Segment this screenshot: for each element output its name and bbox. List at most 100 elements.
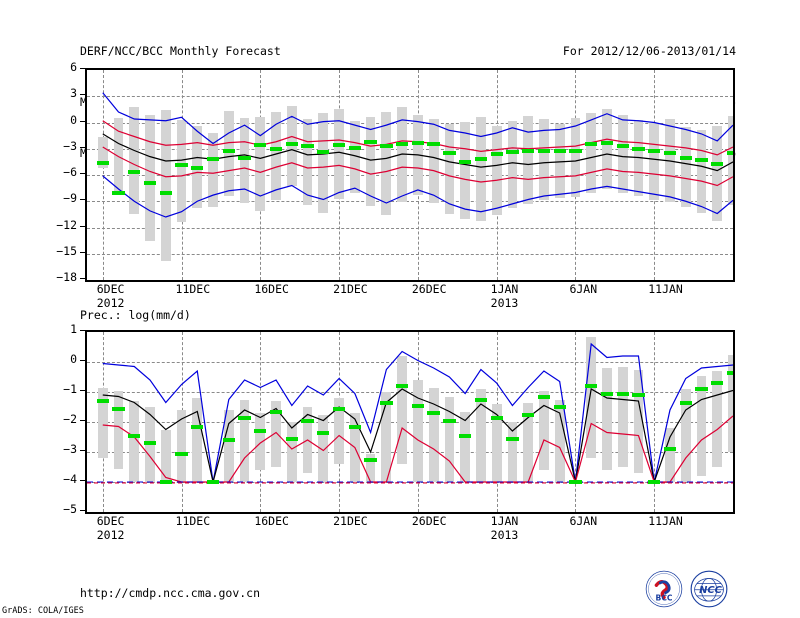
ensemble-spread-bar	[554, 124, 565, 198]
ensemble-spread-bar	[412, 380, 423, 482]
ensemble-spread-bar	[145, 114, 155, 241]
gridline-horizontal	[87, 201, 733, 203]
ncc-logo: NCC	[690, 570, 728, 608]
ensemble-spread-bar	[97, 136, 108, 168]
median-mark	[191, 166, 204, 170]
ensemble-spread-bar	[318, 112, 329, 213]
ensemble-spread-bar	[476, 117, 486, 222]
median-mark	[254, 429, 267, 433]
median-mark	[569, 149, 582, 154]
median-mark	[648, 149, 661, 154]
ensemble-spread-bar	[428, 387, 439, 482]
x-tick-date: 21DEC	[333, 514, 368, 528]
y-axis-tick-mark	[80, 420, 85, 421]
y-axis-tick-label: −3	[63, 442, 77, 456]
median-mark	[616, 391, 629, 396]
median-mark	[128, 433, 141, 438]
median-mark	[285, 142, 298, 147]
median-mark	[206, 157, 220, 162]
y-axis-tick-label: 1	[70, 322, 77, 336]
median-mark	[569, 480, 582, 484]
x-tick-date: 11JAN	[648, 514, 683, 528]
x-tick-date: 16DEC	[254, 282, 289, 296]
median-mark	[726, 151, 733, 156]
ensemble-spread-bar	[381, 392, 392, 482]
x-axis-tick-label: 6DEC 2012	[97, 282, 125, 310]
median-mark	[459, 159, 472, 164]
ensemble-spread-bar	[649, 123, 660, 200]
median-mark	[317, 430, 330, 435]
report-title: DERF/NCC/BCC Monthly Forecast	[80, 44, 281, 58]
ensemble-spread-bar	[696, 130, 707, 213]
ensemble-spread-bar	[586, 112, 597, 194]
gridline-horizontal	[87, 175, 733, 176]
median-mark	[663, 151, 677, 156]
median-mark	[506, 436, 519, 441]
y-axis-tick-mark	[80, 480, 85, 481]
y-axis-tick-label: −5	[63, 502, 77, 516]
median-mark	[474, 397, 488, 402]
ensemble-spread-bar	[381, 112, 392, 216]
gridline-horizontal	[87, 452, 733, 453]
median-mark	[143, 180, 157, 185]
median-mark	[175, 163, 188, 168]
ensemble-spread-bar	[271, 401, 281, 467]
x-tick-date: 11DEC	[175, 282, 211, 296]
y-axis-tick-label: 0	[70, 112, 77, 127]
x-tick-date: 26DEC	[411, 282, 447, 296]
ensemble-spread-bar	[460, 121, 471, 219]
x-tick-year: 2012	[96, 296, 125, 310]
series-outer-lower	[102, 175, 733, 218]
x-axis-tick-label: 11JAN	[648, 514, 683, 528]
y-axis-tick-mark	[80, 173, 85, 174]
x-axis-tick-label: 16DEC	[254, 282, 289, 296]
median-mark	[159, 191, 172, 196]
median-mark	[537, 394, 551, 399]
median-mark	[332, 143, 346, 148]
y-axis-tick-label: −18	[56, 270, 77, 284]
median-mark	[522, 412, 535, 417]
gridline-horizontal	[87, 392, 733, 393]
y-axis-tick-label: −6	[63, 165, 77, 179]
cmdp-url[interactable]: http://cmdp.ncc.cma.gov.cn	[80, 586, 261, 600]
median-mark	[679, 400, 692, 405]
median-mark	[427, 411, 440, 415]
median-mark	[711, 161, 724, 166]
x-tick-date: 16DEC	[254, 514, 289, 528]
median-mark	[443, 418, 456, 423]
median-mark	[490, 415, 503, 420]
x-tick-date: 6JAN	[569, 282, 598, 296]
ensemble-spread-bar	[129, 401, 140, 482]
ensemble-spread-bar	[554, 399, 565, 482]
ensemble-spread-bar	[491, 404, 502, 482]
median-mark	[269, 146, 283, 151]
y-axis-tick-mark	[80, 251, 85, 253]
gridline-vertical	[654, 332, 656, 512]
y-axis-tick-label: −1	[63, 382, 77, 396]
ensemble-spread-bar	[444, 124, 455, 214]
median-mark	[348, 424, 361, 429]
median-mark	[222, 149, 235, 154]
x-axis-tick-label: 21DEC	[333, 514, 368, 528]
ensemble-spread-bar	[397, 356, 407, 464]
x-tick-year: 2013	[490, 296, 519, 310]
ensemble-spread-bar	[334, 109, 344, 199]
median-mark	[317, 150, 330, 155]
median-mark	[364, 139, 377, 144]
x-axis-tick-label: 1JAN 2013	[491, 282, 519, 310]
y-axis-tick-mark	[80, 278, 85, 279]
ensemble-spread-bar	[286, 422, 297, 482]
x-tick-date: 6JAN	[569, 514, 598, 528]
ensemble-spread-bar	[239, 118, 250, 203]
median-mark	[285, 436, 298, 441]
ensemble-spread-bar	[665, 428, 675, 482]
ensemble-spread-bar	[617, 114, 628, 193]
ensemble-spread-bar	[428, 119, 439, 203]
median-mark	[159, 480, 172, 484]
y-axis-tick-label: −3	[63, 138, 77, 153]
x-tick-date: 1JAN	[490, 282, 519, 296]
precipitation-plot-area	[87, 332, 733, 512]
ensemble-spread-bar	[160, 110, 171, 261]
ensemble-spread-bar	[696, 375, 707, 476]
ensemble-spread-bar	[255, 413, 266, 470]
